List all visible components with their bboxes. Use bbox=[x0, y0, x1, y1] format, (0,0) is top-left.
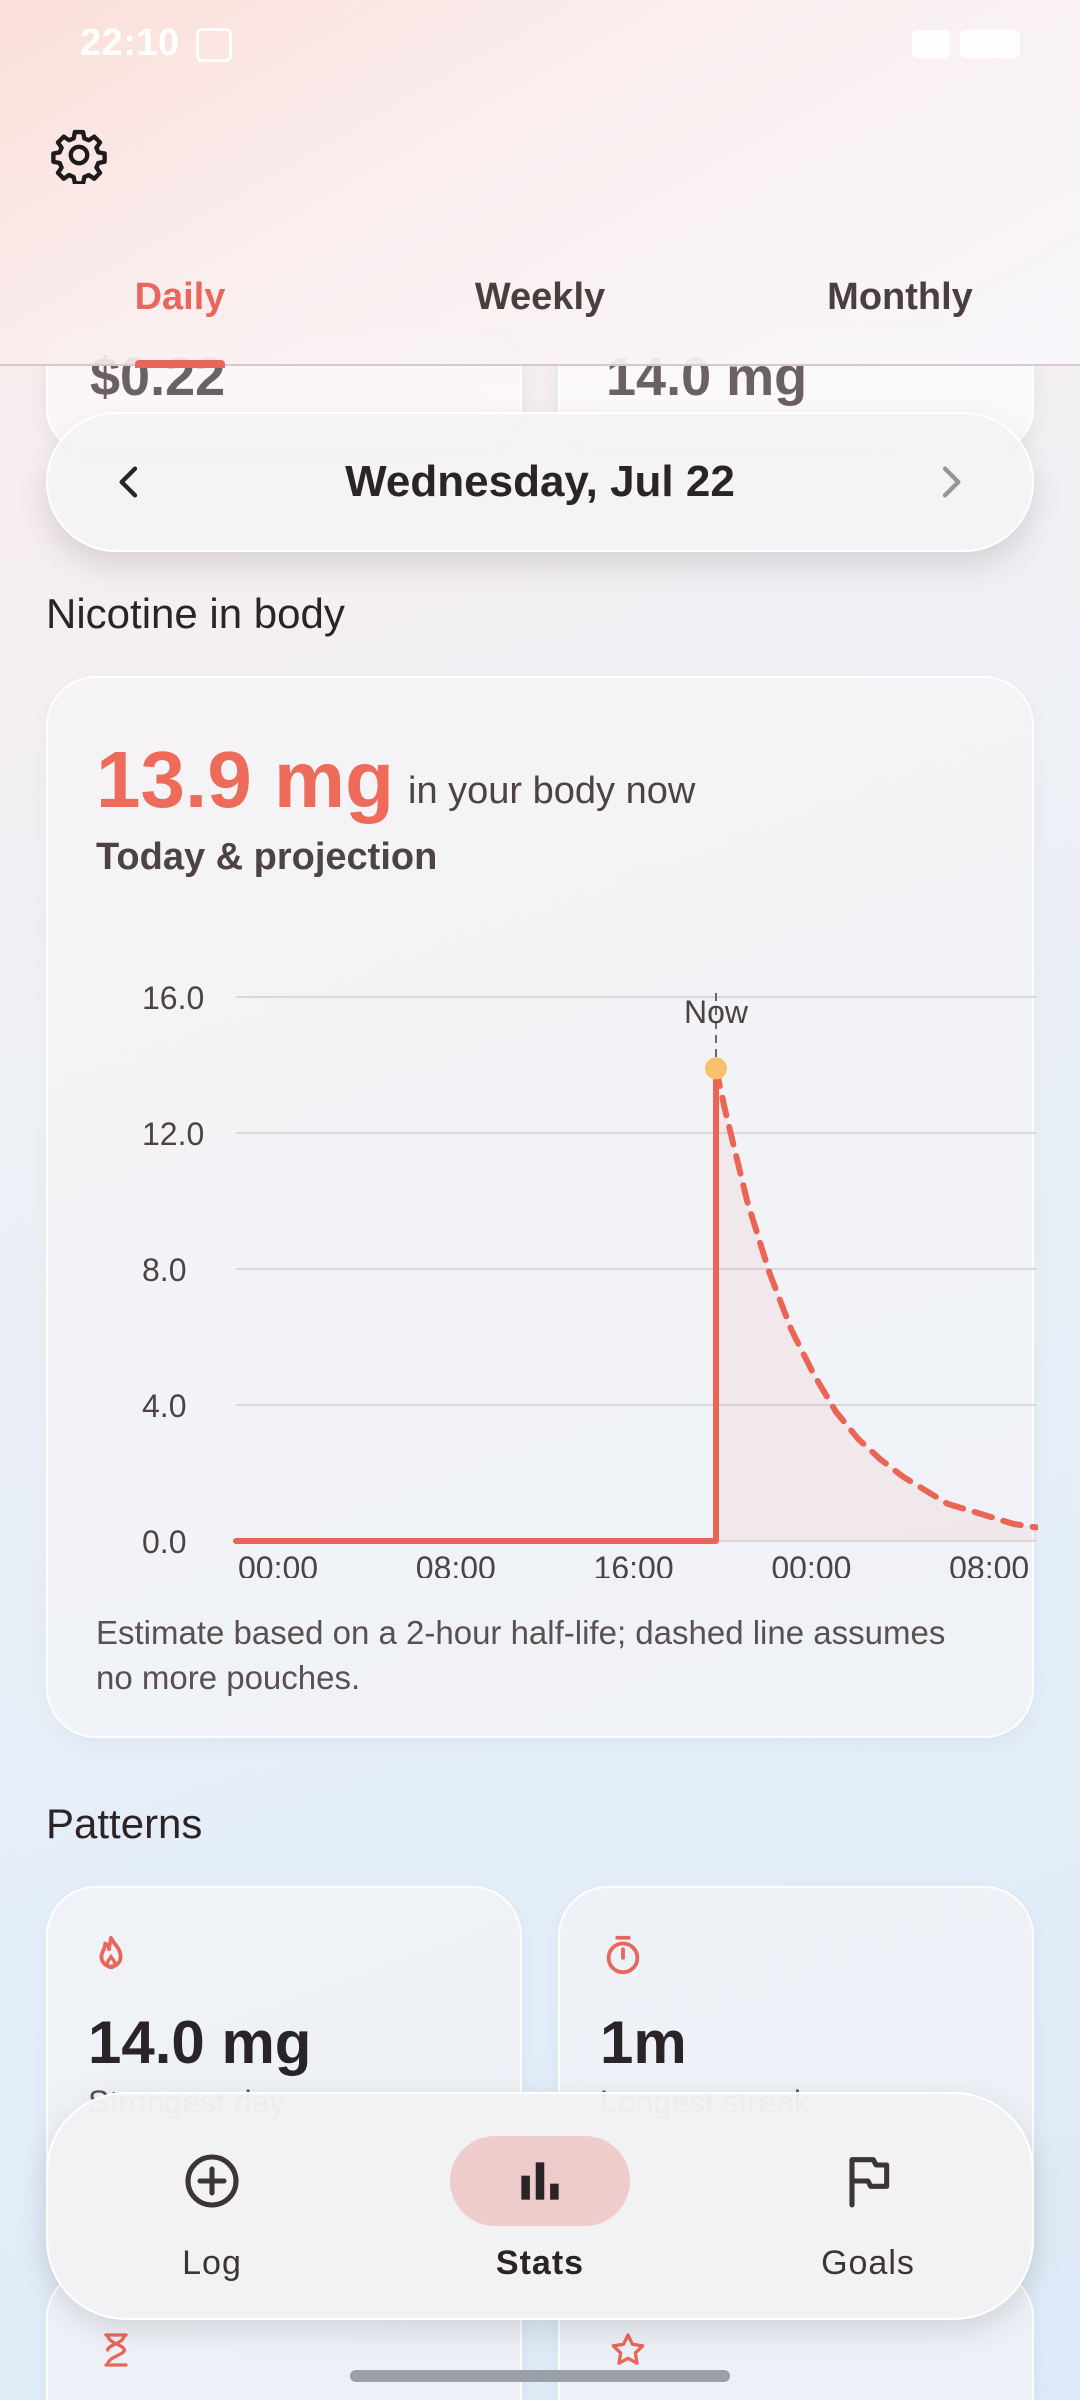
signal-icon bbox=[912, 30, 950, 58]
flag-icon bbox=[849, 2157, 890, 2208]
tab-weekly[interactable]: Weekly bbox=[474, 276, 606, 318]
actual-series-line bbox=[233, 1065, 719, 1544]
sim-icon bbox=[196, 28, 232, 62]
y-tick-label: 4.0 bbox=[142, 1388, 186, 1424]
tab-daily[interactable]: Daily bbox=[0, 260, 360, 368]
now-label: Now bbox=[684, 994, 749, 1030]
date-label: Wednesday, Jul 22 bbox=[345, 457, 735, 506]
nav-log[interactable]: Log bbox=[48, 2094, 376, 2318]
settings-button[interactable] bbox=[44, 120, 114, 190]
patterns-section-title: Patterns bbox=[46, 1800, 203, 1847]
chart-title: Today & projection bbox=[96, 836, 438, 878]
nicotine-section-title: Nicotine in body bbox=[46, 590, 345, 637]
x-tick-label: 00:00 bbox=[238, 1550, 318, 1578]
gear-icon bbox=[51, 129, 107, 184]
pattern-value: 14.0 mg bbox=[88, 2009, 312, 2076]
timer-icon bbox=[606, 1935, 640, 1975]
chevron-right-icon bbox=[942, 466, 961, 498]
y-tick-label: 16.0 bbox=[142, 980, 204, 1016]
x-tick-label: 08:00 bbox=[949, 1550, 1029, 1578]
home-indicator[interactable] bbox=[350, 2370, 730, 2382]
projection-area bbox=[716, 1068, 1036, 1541]
x-tick-label: 16:00 bbox=[594, 1550, 674, 1578]
hourglass-icon bbox=[104, 2333, 128, 2367]
nav-label: Goals bbox=[821, 2244, 915, 2282]
star-icon bbox=[611, 2333, 645, 2365]
pattern-value: 1m bbox=[600, 2009, 687, 2076]
status-time: 22:10 bbox=[80, 22, 180, 64]
bottom-navigation: Log Stats Goals bbox=[46, 2092, 1034, 2320]
x-tick-label: 08:00 bbox=[416, 1550, 496, 1578]
chevron-left-icon bbox=[119, 466, 138, 498]
flame-icon bbox=[99, 1935, 123, 1970]
projection-series-line bbox=[713, 1065, 1038, 1531]
nicotine-card: 13.9 mg in your body now Today & project… bbox=[46, 676, 1038, 1738]
battery-icon bbox=[960, 30, 1020, 58]
status-icons bbox=[912, 30, 1020, 58]
y-tick-label: 0.0 bbox=[142, 1524, 186, 1560]
nicotine-current-suffix: in your body now bbox=[408, 770, 696, 812]
now-point bbox=[705, 1057, 727, 1080]
nav-stats[interactable]: Stats bbox=[376, 2094, 704, 2318]
period-tabs: Daily Weekly Monthly bbox=[0, 260, 1080, 368]
chart-footnote: Estimate based on a 2-hour half-life; da… bbox=[96, 1614, 946, 1696]
nicotine-current-value: 13.9 mg bbox=[96, 735, 394, 824]
y-tick-label: 8.0 bbox=[142, 1252, 186, 1288]
nav-label: Log bbox=[182, 2244, 242, 2282]
nicotine-chart: 16.0 12.0 8.0 4.0 0.0 00:00 08:00 16:00 00:00 08:… bbox=[142, 980, 1038, 1578]
y-tick-label: 12.0 bbox=[142, 1116, 204, 1152]
status-bar: 22:10 bbox=[0, 0, 1080, 90]
add-circle-icon bbox=[185, 2154, 239, 2208]
previous-day-button[interactable] bbox=[108, 460, 152, 504]
x-tick-label: 00:00 bbox=[771, 1550, 851, 1578]
bar-chart-icon bbox=[521, 2162, 559, 2200]
app-header: Daily Weekly Monthly bbox=[0, 0, 1080, 368]
nav-goals[interactable]: Goals bbox=[704, 2094, 1032, 2318]
tab-monthly[interactable]: Monthly bbox=[827, 276, 973, 318]
nav-label: Stats bbox=[495, 2244, 585, 2282]
next-day-button[interactable] bbox=[928, 460, 972, 504]
date-selector: Wednesday, Jul 22 bbox=[46, 412, 1034, 552]
